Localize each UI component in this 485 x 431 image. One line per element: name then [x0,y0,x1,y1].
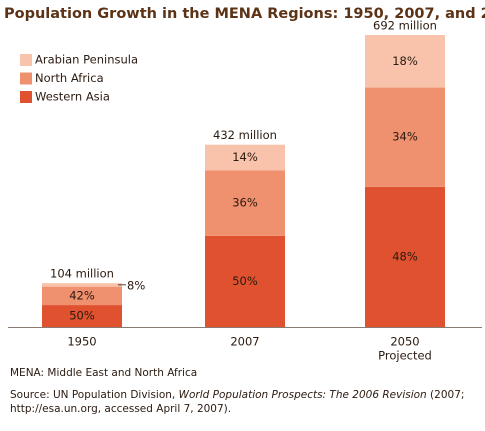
legend-label: North Africa [35,71,104,85]
source-suffix: (2007; http://esa.un.org, accessed April… [10,389,465,415]
bar-segment [42,305,122,327]
total-label: 692 million [373,19,437,33]
total-label: 104 million [50,267,114,281]
bar-segment [205,170,285,236]
legend-swatch [20,72,32,85]
x-tick-label: 1950 [67,335,96,349]
notes: MENA: Middle East and North Africa Sourc… [10,366,480,424]
value-label: 34% [392,130,418,144]
bar-segment [42,283,122,287]
bar-segment [42,286,122,306]
value-label: 36% [232,196,258,210]
bar-segment [205,235,285,327]
x-tick-label: 2050 [390,335,419,349]
value-label: 14% [232,150,258,164]
value-label: 42% [69,288,95,302]
value-label: 50% [232,274,258,288]
bar-segment [365,186,445,327]
source: Source: UN Population Division, World Po… [10,388,480,416]
value-label: 50% [69,309,95,323]
legend-swatch [20,54,32,66]
chart-title: Population Growth in the MENA Regions: 1… [4,6,485,22]
total-label: 432 million [213,128,277,142]
legend-swatch [20,91,32,103]
bar-segment [205,144,285,171]
x-tick-label: 2007 [230,335,259,349]
source-title: World Population Prospects: The 2006 Rev… [178,389,427,401]
value-label: 18% [392,54,418,68]
legend-label: Western Asia [35,90,110,104]
chart: Population Growth in the MENA Regions: 1… [4,6,485,363]
legend-label: Arabian Peninsula [35,53,138,67]
source-prefix: Source: UN Population Division, [10,389,179,401]
bar-segment [365,87,445,187]
bar-segment [365,35,445,88]
x-tick-sublabel: Projected [378,349,432,363]
note: MENA: Middle East and North Africa [10,367,198,379]
value-label: 8% [127,278,145,292]
value-label: 48% [392,249,418,263]
